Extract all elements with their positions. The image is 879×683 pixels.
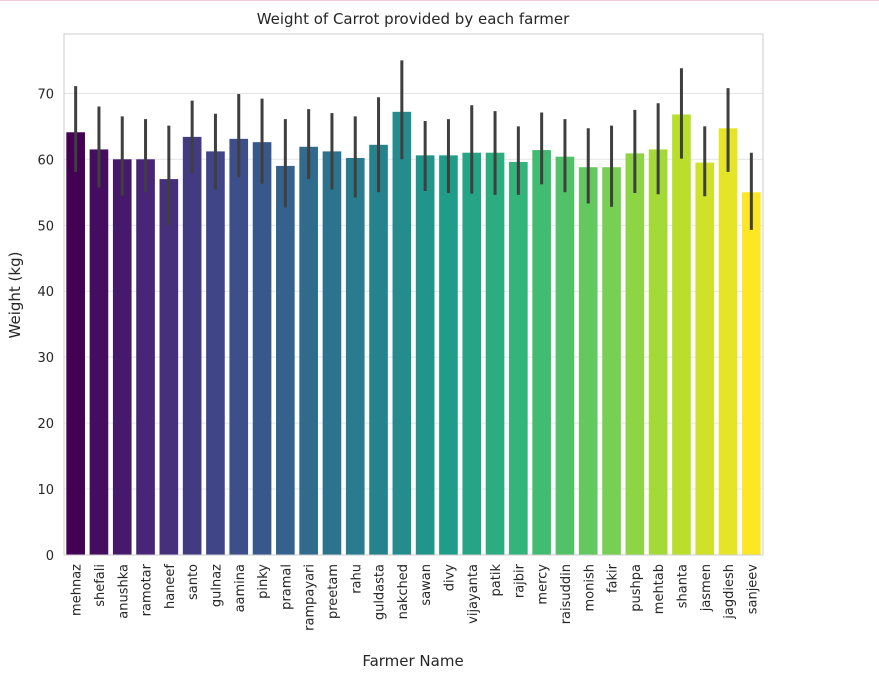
bar-rahu bbox=[345, 157, 365, 556]
bar-rampayari bbox=[299, 146, 318, 555]
x-tick-label: shanta bbox=[675, 564, 690, 608]
x-tick-label: pinky bbox=[256, 564, 271, 599]
bar-pinky bbox=[252, 142, 272, 555]
x-tick-label: sanjeev bbox=[745, 564, 760, 615]
x-tick-label: jasmen bbox=[699, 564, 714, 612]
x-tick-label: jagdiesh bbox=[722, 564, 737, 620]
bar-anushka bbox=[112, 159, 132, 555]
bar-jagdiesh bbox=[718, 128, 738, 555]
x-tick-label: fakir bbox=[606, 563, 621, 593]
bar-pramal bbox=[276, 165, 295, 555]
y-tick-labels: 0 10 20 30 40 50 60 70 bbox=[37, 87, 54, 564]
x-tick-label: rajbir bbox=[512, 563, 527, 598]
x-tick-labels: mehnaz shefali anushka ramotar haneef santo gu… bbox=[70, 563, 761, 630]
y-tick-label: 0 bbox=[46, 549, 54, 564]
x-tick-label: aamina bbox=[233, 564, 248, 612]
x-tick-label: ramotar bbox=[140, 563, 155, 616]
bar-preetam bbox=[322, 151, 342, 555]
y-tick-label: 10 bbox=[37, 483, 54, 498]
x-tick-label: nakched bbox=[396, 564, 411, 619]
bars bbox=[66, 111, 761, 556]
bar-santo bbox=[182, 136, 202, 555]
x-axis-label: Farmer Name bbox=[362, 652, 463, 670]
bar-sawan bbox=[415, 155, 435, 555]
x-tick-label: mercy bbox=[536, 564, 551, 605]
x-tick-label: mehnaz bbox=[70, 564, 85, 616]
x-tick-label: guldasta bbox=[373, 564, 388, 620]
bar-sanjeev bbox=[742, 192, 761, 555]
bar-ramotar bbox=[136, 159, 155, 555]
y-axis-label: Weight (kg) bbox=[6, 252, 24, 339]
bar-guldasta bbox=[369, 144, 388, 556]
y-tick-label: 30 bbox=[37, 351, 54, 366]
bar-monish bbox=[578, 167, 598, 556]
x-tick-label: gulnaz bbox=[209, 564, 224, 607]
x-tick-label: monish bbox=[582, 564, 597, 611]
bar-patik bbox=[485, 152, 505, 555]
y-tick-label: 20 bbox=[37, 417, 54, 432]
x-tick-label: shefali bbox=[93, 564, 108, 607]
bar-fakir bbox=[602, 167, 621, 556]
x-tick-label: vijayanta bbox=[466, 564, 481, 624]
bar-pushpa bbox=[625, 153, 645, 555]
bar-nakched bbox=[392, 111, 412, 555]
error-bars bbox=[74, 60, 753, 230]
x-tick-label: divy bbox=[442, 564, 457, 592]
bar-shefali bbox=[89, 149, 109, 556]
bar-aamina bbox=[229, 138, 249, 555]
bar-divy bbox=[439, 155, 458, 555]
x-tick-label: sawan bbox=[419, 564, 434, 606]
x-tick-label: preetam bbox=[326, 564, 341, 619]
x-tick-label: haneef bbox=[163, 564, 178, 609]
bar-raisuddin bbox=[555, 156, 575, 555]
plot-frame bbox=[63, 33, 764, 556]
bar-rajbir bbox=[509, 161, 528, 555]
x-tick-label: pushpa bbox=[629, 564, 644, 612]
x-tick-label: patik bbox=[489, 564, 504, 597]
y-tick-label: 60 bbox=[37, 153, 54, 168]
x-tick-label: anushka bbox=[116, 564, 131, 619]
y-tick-label: 50 bbox=[37, 219, 54, 234]
x-tick-label: raisuddin bbox=[559, 564, 574, 624]
chart-title: Weight of Carrot provided by each farmer bbox=[257, 10, 570, 28]
top-border-line bbox=[0, 0, 879, 1]
bar-vijayanta bbox=[462, 152, 482, 555]
bar-jasmen bbox=[695, 162, 715, 556]
x-tick-label: rahu bbox=[349, 564, 364, 594]
y-tick-label: 70 bbox=[37, 87, 54, 102]
bar-mehnaz bbox=[66, 132, 85, 555]
bar-shanta bbox=[672, 114, 691, 556]
bar-gulnaz bbox=[206, 151, 225, 555]
x-tick-label: santo bbox=[186, 564, 201, 600]
x-tick-label: pramal bbox=[279, 564, 294, 610]
bar-mehtab bbox=[648, 149, 668, 556]
x-tick-label: mehtab bbox=[652, 564, 667, 614]
x-tick-label: rampayari bbox=[303, 564, 318, 631]
bar-haneef bbox=[159, 179, 179, 555]
bar-mercy bbox=[532, 150, 551, 555]
y-tick-label: 40 bbox=[37, 285, 54, 300]
